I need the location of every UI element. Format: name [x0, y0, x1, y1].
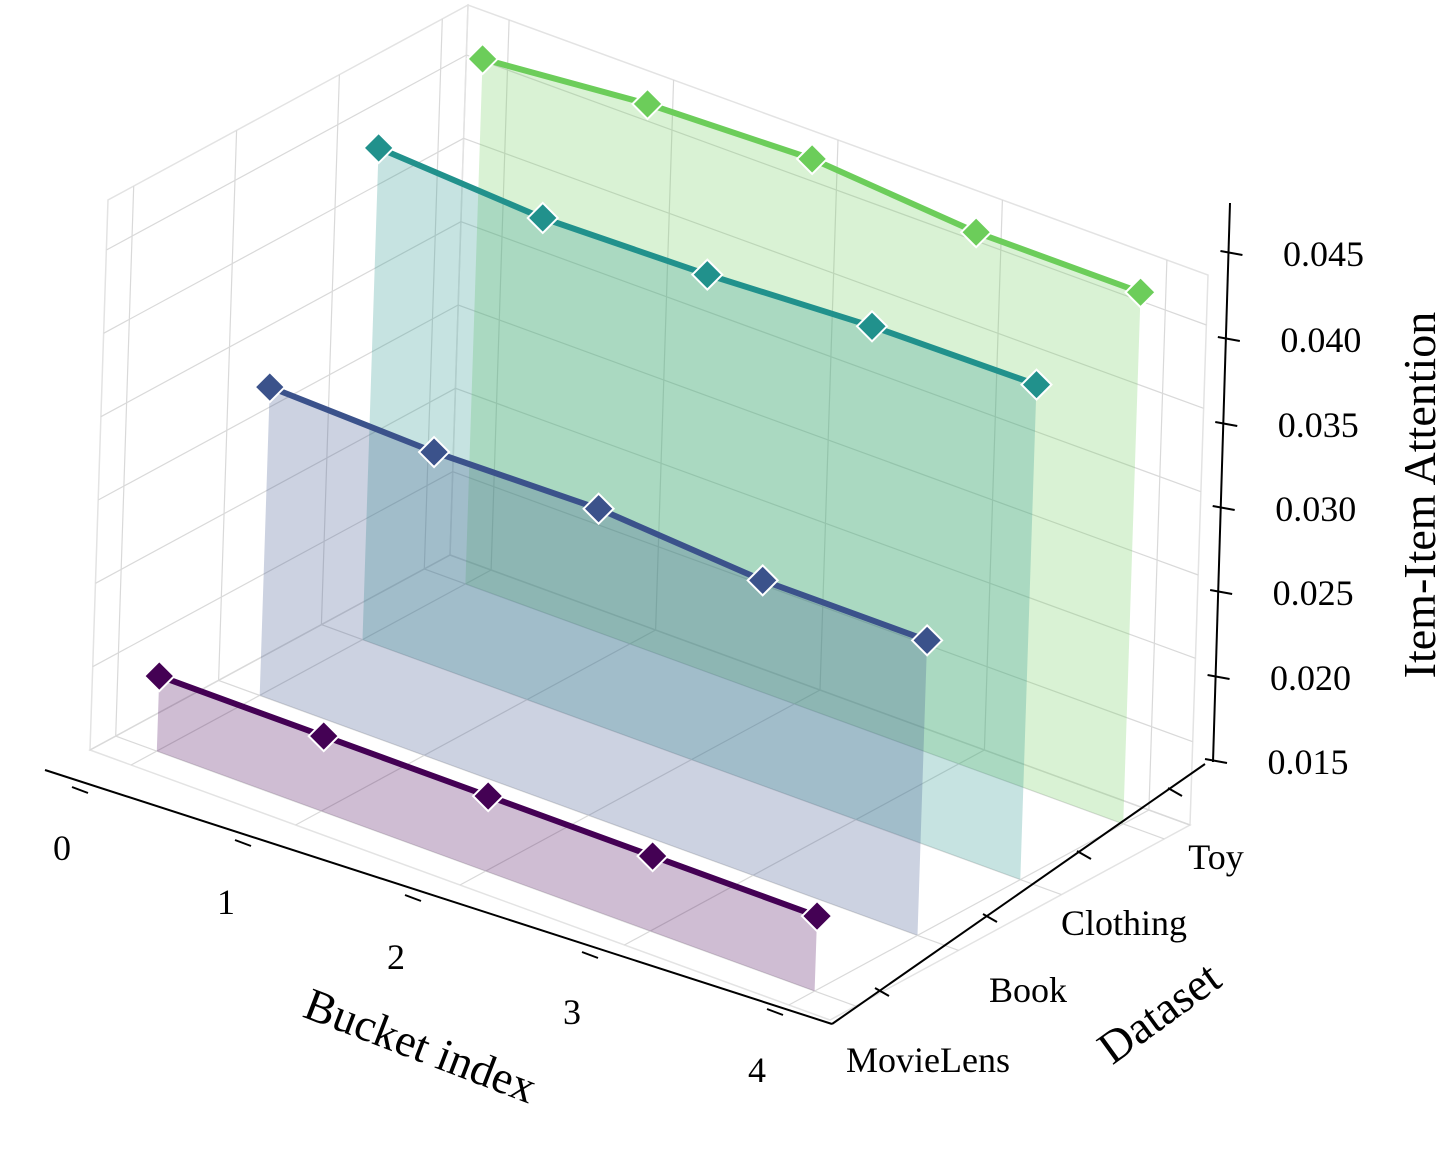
series-lines: [142, 42, 1157, 933]
y-axis-line: [831, 763, 1206, 1025]
y-tick-label: Toy: [1188, 837, 1243, 877]
gridline-z: [103, 137, 1204, 409]
z-tick-mark: [1209, 589, 1233, 595]
data-point-book-3: [746, 563, 780, 597]
z-tick-label: 0.040: [1280, 320, 1361, 360]
series-fill-movielens: [156, 676, 818, 992]
data-point-clothing-2: [690, 258, 724, 292]
chart-axes: [44, 202, 1243, 1025]
x-tick-mark: [581, 951, 599, 959]
x-tick-label: 3: [563, 992, 581, 1032]
z-tick-mark: [1215, 421, 1238, 427]
y-tick-mark: [874, 987, 890, 997]
series-clothing: [362, 131, 1053, 402]
x-tick-mark: [404, 894, 422, 902]
data-point-book-1: [417, 435, 451, 469]
gridline-z: [97, 304, 1199, 576]
z-tick-mark: [1204, 758, 1228, 764]
data-point-movielens-4: [800, 899, 834, 933]
y-tick-label: Book: [989, 970, 1067, 1010]
series-movielens: [142, 659, 834, 933]
z-tick-label: 0.045: [1283, 234, 1364, 274]
data-point-clothing-3: [855, 309, 889, 343]
y-axis-title: Dataset: [1088, 951, 1230, 1073]
data-point-movielens-2: [471, 779, 505, 813]
y-tick-label: MovieLens: [846, 1040, 1010, 1080]
data-point-movielens-1: [307, 719, 341, 753]
series-book: [253, 370, 944, 657]
x-tick-mark: [766, 1008, 784, 1016]
x-tick-mark: [234, 839, 252, 847]
z-tick-mark: [1207, 674, 1230, 680]
gridline-z: [89, 554, 1191, 826]
x-tick-label: 1: [217, 882, 235, 922]
z-axis-line: [1212, 202, 1231, 763]
data-point-book-2: [582, 492, 616, 526]
z-tick-mark: [1217, 336, 1241, 342]
gridline-z: [100, 221, 1202, 493]
z-tick-mark: [1220, 250, 1243, 256]
data-point-toy-0: [466, 42, 499, 76]
x-tick-label: 0: [53, 828, 71, 868]
z-tick-mark: [1212, 505, 1235, 511]
data-point-movielens-3: [636, 839, 670, 873]
gridline-z: [106, 54, 1207, 326]
data-point-toy-2: [795, 142, 829, 176]
z-tick-label: 0.015: [1268, 742, 1349, 782]
data-point-clothing-4: [1020, 368, 1053, 402]
z-axis-title: Item-Item Attention: [1394, 312, 1445, 679]
x-axis-line: [44, 769, 833, 1025]
x-tick-label: 4: [748, 1050, 766, 1090]
data-point-book-0: [253, 370, 287, 404]
gridline-z: [92, 471, 1193, 743]
data-point-movielens-0: [142, 659, 176, 693]
data-point-toy-1: [631, 87, 664, 121]
x-axis-title: Bucket index: [298, 978, 544, 1113]
y-tick-label: Clothing: [1061, 903, 1187, 943]
chart-gridlines: [89, 18, 1207, 1007]
data-point-book-4: [910, 623, 944, 657]
y-tick-mark: [1076, 850, 1092, 860]
z-tick-label: 0.035: [1278, 405, 1359, 445]
z-tick-label: 0.025: [1273, 573, 1354, 613]
series-toy: [466, 42, 1157, 309]
y-tick-mark: [982, 913, 998, 923]
series-fill-book: [259, 387, 928, 936]
data-point-toy-4: [1124, 275, 1157, 309]
data-point-clothing-0: [362, 131, 396, 165]
x-tick-mark: [71, 786, 89, 794]
data-point-clothing-1: [526, 201, 560, 235]
z-tick-label: 0.020: [1270, 658, 1351, 698]
gridline-z: [95, 387, 1196, 659]
data-point-toy-3: [959, 215, 993, 249]
y-tick-mark: [1167, 787, 1183, 797]
x-tick-label: 2: [387, 937, 405, 977]
z-tick-label: 0.030: [1275, 489, 1356, 529]
